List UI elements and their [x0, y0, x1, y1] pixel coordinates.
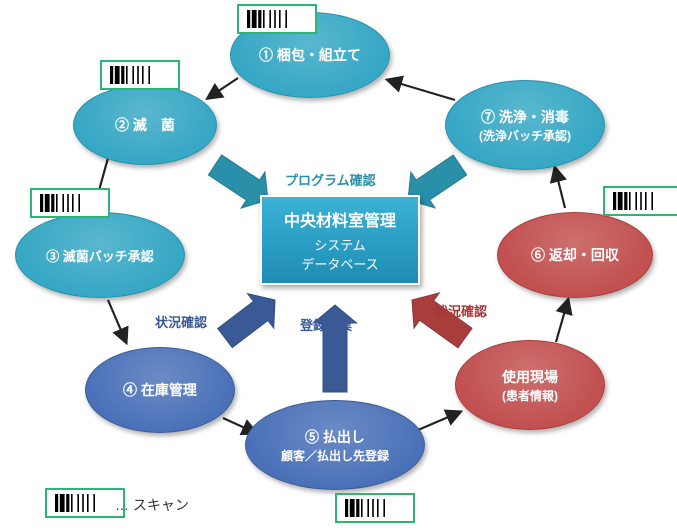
annotation-a_stat2: 状況確認: [435, 301, 487, 320]
flow-arrow: [108, 300, 126, 342]
barcode-icon: [45, 488, 125, 518]
node-label: ① 梱包・組立て: [259, 45, 361, 65]
node-label: ⑥ 返却・回収: [531, 245, 619, 265]
node-sublabel: (洗浄バッチ承認): [479, 127, 571, 144]
node-label: 使用現場: [502, 367, 558, 387]
process-node-n2: ② 滅 菌: [73, 85, 217, 165]
center-sub2: データベース: [301, 254, 378, 273]
legend-text: … スキャン: [115, 495, 189, 515]
center-database-box: 中央材料室管理システムデータベース: [260, 195, 420, 285]
process-node-n6_use: 使用現場(患者情報): [455, 340, 605, 430]
node-label: ⑦ 洗浄・消毒: [481, 107, 569, 127]
annotation-a_reg: 登録作業: [300, 315, 352, 334]
annotation-a_stat1: 状況確認: [155, 312, 207, 331]
process-node-n4: ④ 在庫管理: [85, 347, 235, 433]
center-sub1: システム: [314, 235, 366, 254]
node-label: ③ 滅菌バッチ承認: [46, 246, 154, 265]
barcode-icon: [335, 493, 415, 523]
barcode-icon: [100, 60, 180, 90]
flow-arrow: [555, 168, 565, 208]
process-node-n5: ⑤ 払出し顧客／払出し先登録: [245, 400, 425, 490]
node-label: ⑤ 払出し: [305, 427, 365, 447]
node-label: ④ 在庫管理: [123, 380, 197, 400]
process-node-n6: ⑥ 返却・回収: [497, 212, 653, 298]
center-title: 中央材料室管理: [284, 207, 396, 231]
flow-arrow: [556, 300, 568, 342]
flow-arrow: [418, 412, 460, 430]
big-arrow: [218, 294, 275, 348]
node-label: ② 滅 菌: [115, 115, 175, 135]
node-sublabel: 顧客／払出し先登録: [281, 447, 389, 464]
flow-arrow: [388, 80, 455, 100]
process-node-n7: ⑦ 洗浄・消毒(洗浄バッチ承認): [445, 80, 605, 170]
node-sublabel: (患者情報): [502, 387, 558, 404]
barcode-icon: [30, 188, 110, 218]
process-node-n3: ③ 滅菌バッチ承認: [15, 212, 185, 298]
annotation-a_prog: プログラム確認: [285, 170, 376, 189]
barcode-icon: [237, 4, 317, 34]
flow-arrow: [208, 78, 238, 98]
barcode-icon: [603, 186, 677, 216]
